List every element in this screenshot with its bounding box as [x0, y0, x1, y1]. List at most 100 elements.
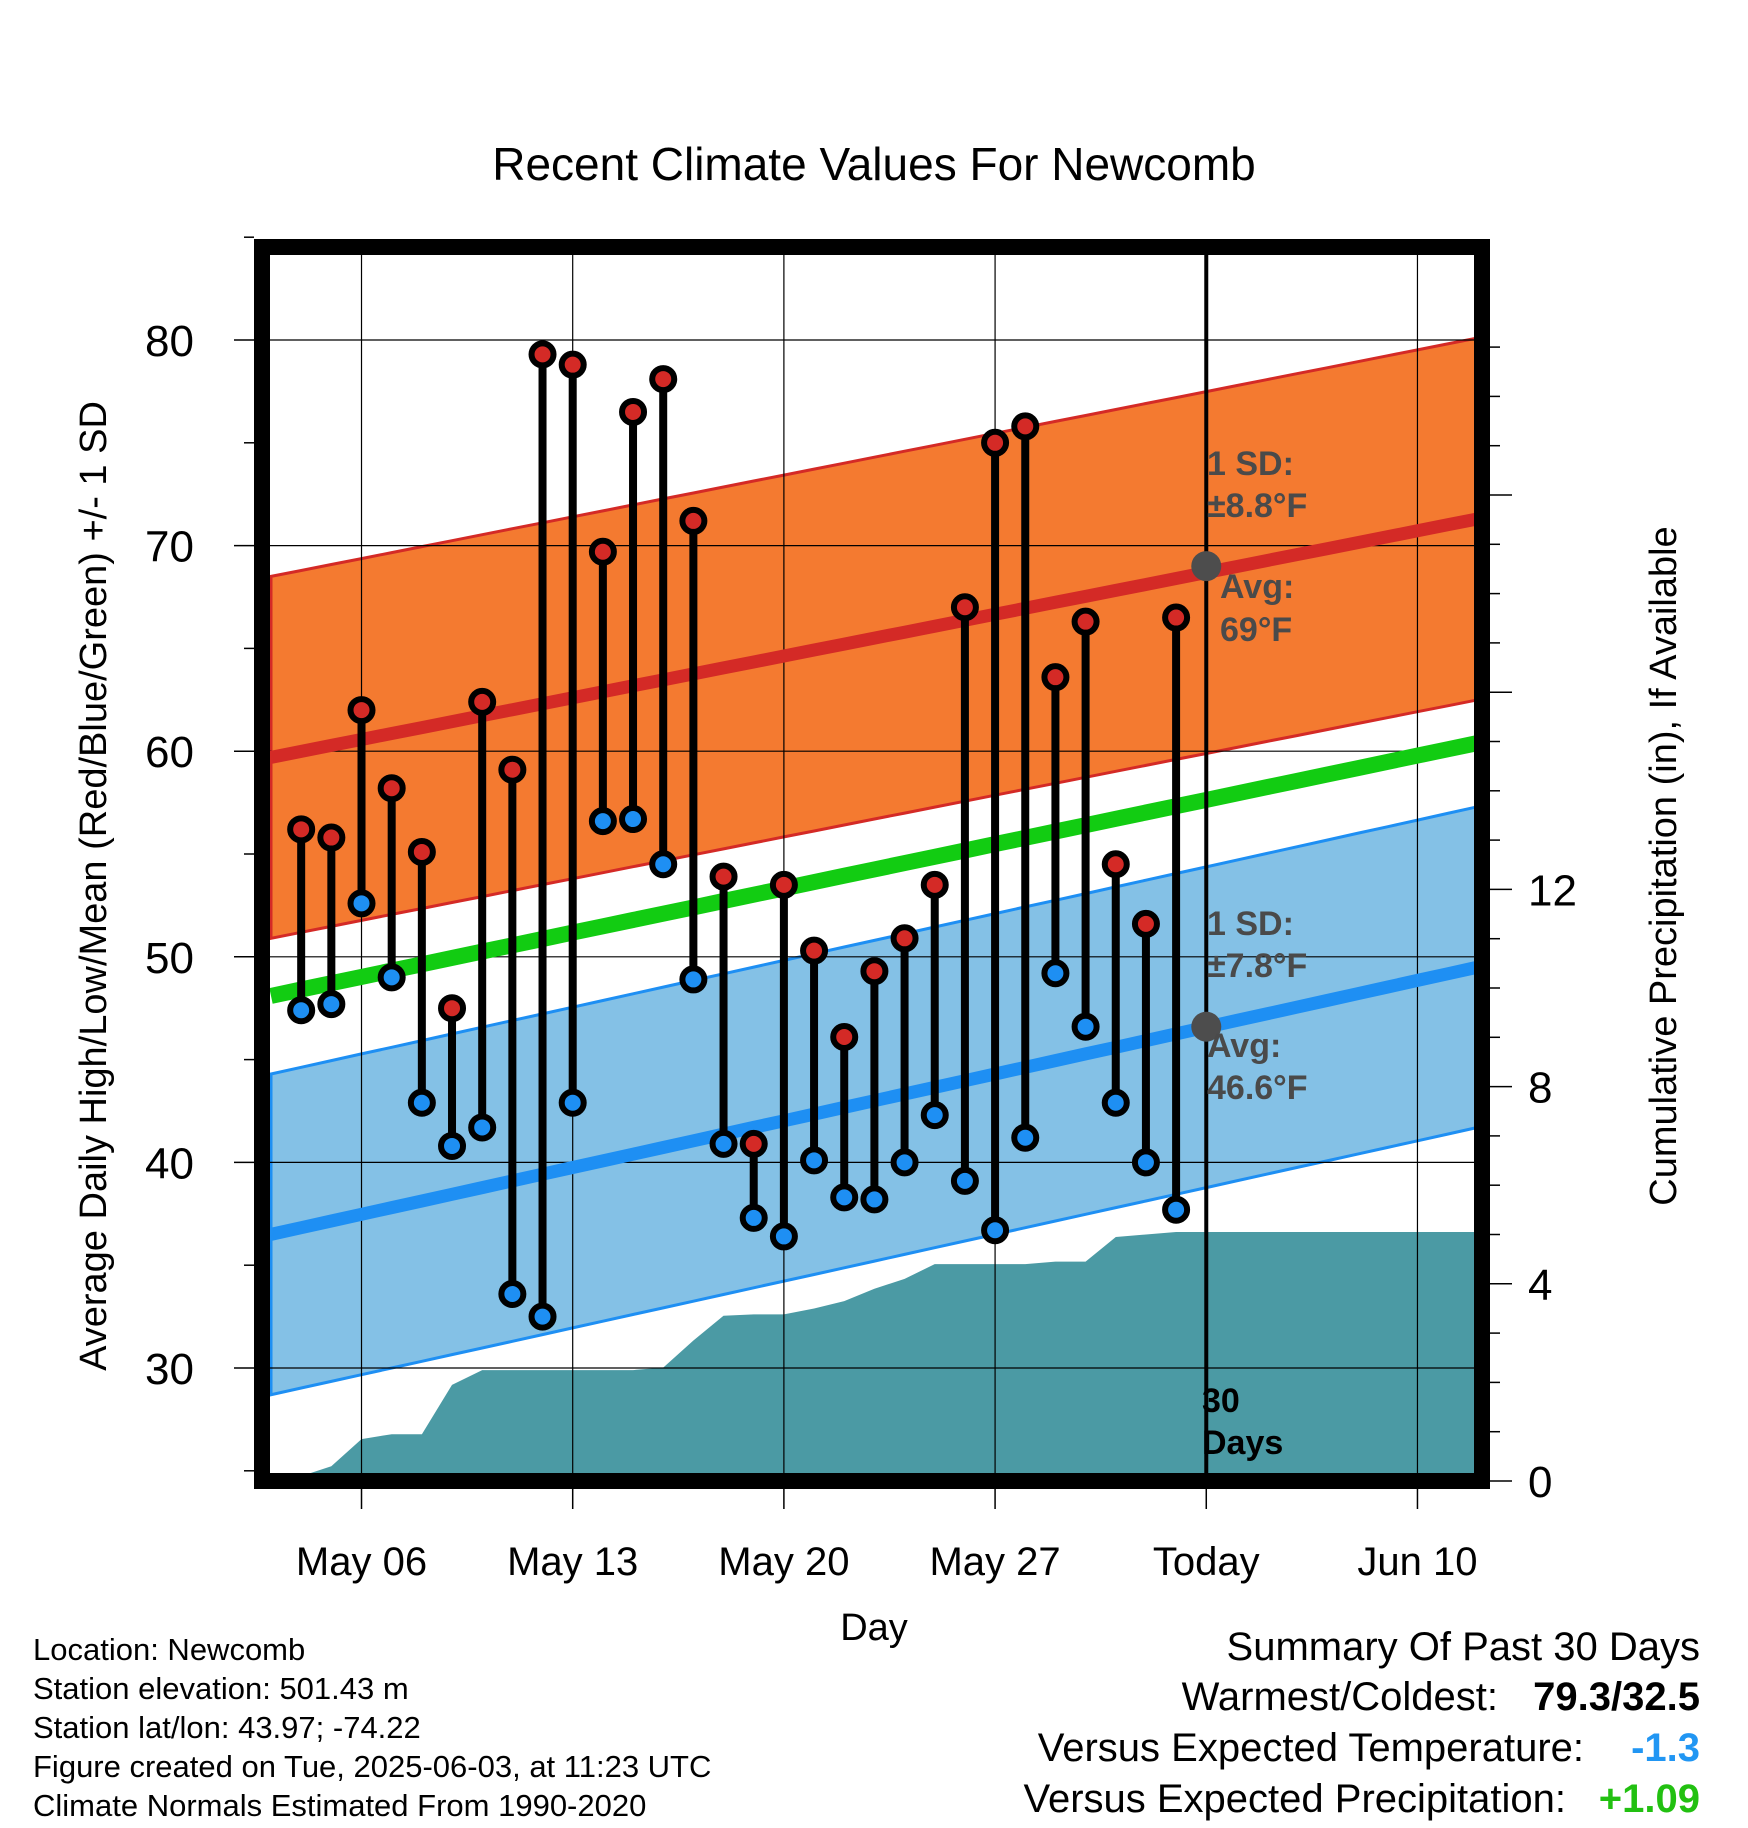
daily-high-point — [950, 593, 979, 622]
precip-area — [271, 1232, 1482, 1481]
daily-low-point — [558, 1088, 587, 1117]
y-axis-label-left: Average Daily High/Low/Mean (Red/Blue/Gr… — [73, 401, 115, 1371]
daily-low-point — [1131, 1148, 1160, 1177]
daily-high-point — [739, 1129, 768, 1158]
precip-departure-value: +1.09 — [1598, 1777, 1700, 1821]
daily-high-point — [1162, 603, 1191, 632]
days-count-label: 30 — [1202, 1382, 1240, 1420]
x-tick-label: Jun 10 — [1357, 1540, 1477, 1584]
daily-low-point — [619, 805, 648, 834]
daily-high-point — [649, 365, 678, 394]
daily-high-point — [679, 506, 708, 535]
y-tick-label: 70 — [145, 523, 194, 572]
low-sd-value: ±7.8°F — [1207, 947, 1307, 985]
plot-frame — [254, 239, 1490, 1489]
chart-title: Recent Climate Values For Newcomb — [492, 138, 1256, 190]
daily-low-point — [739, 1203, 768, 1232]
high-sd-value: ±8.8°F — [1207, 487, 1307, 525]
x-tick-label: May 13 — [507, 1540, 638, 1584]
plot-area: 1 SD: ±8.8°F Avg: 69°F 1 SD: ±7.8°F Avg: 46.6°F… — [145, 236, 1577, 1584]
x-tick-label: May 06 — [296, 1540, 427, 1584]
daily-low-point — [890, 1148, 919, 1177]
y-right-tick-label: 4 — [1528, 1261, 1552, 1310]
temp-departure-label: Versus Expected Temperature: — [1037, 1726, 1584, 1770]
daily-low-point — [981, 1216, 1010, 1245]
y-right-tick-label: 12 — [1528, 866, 1577, 915]
daily-high-point — [920, 870, 949, 899]
daily-low-point — [769, 1222, 798, 1251]
elevation-text: Station elevation: 501.43 m — [33, 1671, 409, 1706]
daily-high-point — [377, 774, 406, 803]
daily-high-point — [468, 687, 497, 716]
daily-low-point — [377, 963, 406, 992]
daily-low-point — [498, 1279, 527, 1308]
precip-departure-label: Versus Expected Precipitation: — [1023, 1777, 1566, 1821]
precip-departure-row: Versus Expected Precipitation: +1.09 — [1023, 1774, 1700, 1825]
daily-low-point — [950, 1166, 979, 1195]
daily-low-point — [860, 1185, 889, 1214]
y-tick-label: 30 — [145, 1345, 194, 1394]
daily-high-point — [1101, 850, 1130, 879]
summary-panel: Summary Of Past 30 Days Warmest/Coldest:… — [1023, 1622, 1700, 1825]
daily-high-point — [709, 862, 738, 891]
daily-low-point — [1011, 1123, 1040, 1152]
daily-high-point — [407, 837, 436, 866]
warmest-coldest-label: Warmest/Coldest: — [1181, 1675, 1498, 1719]
daily-low-point — [679, 965, 708, 994]
days-unit-label: Days — [1202, 1424, 1283, 1462]
y-tick-label: 60 — [145, 728, 194, 777]
daily-high-point — [1071, 607, 1100, 636]
y-right-tick-label: 0 — [1528, 1458, 1552, 1507]
daily-high-point — [769, 870, 798, 899]
high-sd-label: 1 SD: — [1207, 445, 1294, 483]
daily-low-point — [920, 1101, 949, 1130]
daily-high-point — [890, 924, 919, 953]
daily-low-point — [468, 1113, 497, 1142]
daily-high-point — [1041, 663, 1070, 692]
daily-high-point — [1131, 909, 1160, 938]
daily-high-point — [317, 823, 346, 852]
daily-low-point — [407, 1088, 436, 1117]
low-avg-value: 46.6°F — [1207, 1069, 1308, 1107]
daily-low-point — [1071, 1012, 1100, 1041]
normals-text: Climate Normals Estimated From 1990-2020 — [33, 1788, 647, 1823]
latlon-text: Station lat/lon: 43.97; -74.22 — [33, 1710, 421, 1745]
daily-low-point — [317, 990, 346, 1019]
daily-low-point — [649, 850, 678, 879]
warmest-coldest-value: 79.3/32.5 — [1533, 1675, 1700, 1719]
daily-high-point — [860, 957, 889, 986]
daily-low-point — [1101, 1088, 1130, 1117]
high-avg-marker — [1191, 551, 1222, 582]
daily-low-point — [1162, 1195, 1191, 1224]
low-avg-label: Avg: — [1207, 1027, 1281, 1065]
daily-high-point — [830, 1022, 859, 1051]
x-tick-label: May 20 — [718, 1540, 849, 1584]
high-avg-value: 69°F — [1220, 611, 1292, 649]
daily-high-point — [498, 755, 527, 784]
x-tick-label: Today — [1153, 1540, 1260, 1584]
daily-low-point — [800, 1146, 829, 1175]
high-normal-line — [269, 512, 1480, 764]
daily-high-point — [588, 537, 617, 566]
daily-low-point — [347, 889, 376, 918]
daily-high-point — [800, 936, 829, 965]
y-tick-label: 80 — [145, 317, 194, 366]
daily-low-point — [528, 1302, 557, 1331]
daily-low-point — [1041, 959, 1070, 988]
y-right-tick-label: 8 — [1528, 1064, 1552, 1113]
daily-high-point — [438, 994, 467, 1023]
created-text: Figure created on Tue, 2025-06-03, at 11… — [33, 1749, 712, 1784]
temp-departure-row: Versus Expected Temperature: -1.3 — [1023, 1723, 1700, 1774]
mean-normal-line — [269, 735, 1480, 1004]
daily-low-point — [830, 1183, 859, 1212]
temp-departure-value: -1.3 — [1631, 1726, 1700, 1770]
warmest-coldest-row: Warmest/Coldest: 79.3/32.5 — [1023, 1672, 1700, 1723]
low-avg-marker — [1191, 1011, 1222, 1042]
location-text: Location: Newcomb — [33, 1632, 306, 1667]
daily-high-point — [347, 696, 376, 725]
low-sd-label: 1 SD: — [1207, 905, 1294, 943]
daily-low-point — [287, 996, 316, 1025]
daily-low-point — [709, 1129, 738, 1158]
high-avg-label: Avg: — [1220, 568, 1294, 606]
